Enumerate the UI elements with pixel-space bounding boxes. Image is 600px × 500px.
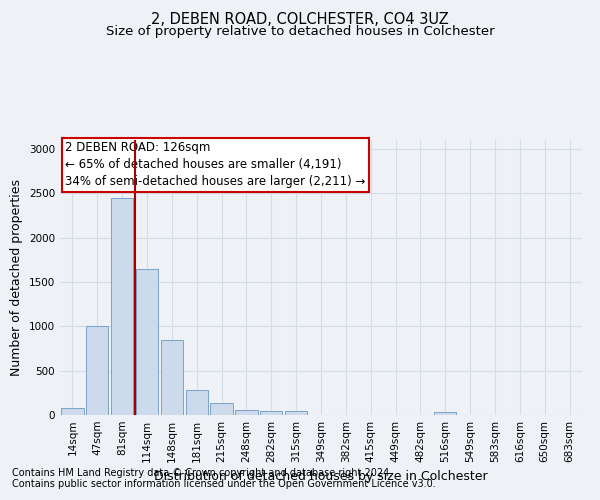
Bar [111,198,133,415]
Text: Contains HM Land Registry data © Crown copyright and database right 2024.: Contains HM Land Registry data © Crown c… [12,468,392,477]
Text: Size of property relative to detached houses in Colchester: Size of property relative to detached ho… [106,25,494,38]
Bar [211,404,233,415]
Bar [161,340,183,415]
Bar [185,390,208,415]
Bar [61,408,83,415]
Text: 2, DEBEN ROAD, COLCHESTER, CO4 3UZ: 2, DEBEN ROAD, COLCHESTER, CO4 3UZ [151,12,449,28]
Bar [260,410,283,415]
Bar [136,268,158,415]
Text: Contains public sector information licensed under the Open Government Licence v3: Contains public sector information licen… [12,479,436,489]
Bar [86,326,109,415]
Y-axis label: Number of detached properties: Number of detached properties [10,179,23,376]
Bar [434,412,457,415]
Bar [285,410,307,415]
Bar [235,410,257,415]
X-axis label: Distribution of detached houses by size in Colchester: Distribution of detached houses by size … [154,470,488,484]
Text: 2 DEBEN ROAD: 126sqm
← 65% of detached houses are smaller (4,191)
34% of semi-de: 2 DEBEN ROAD: 126sqm ← 65% of detached h… [65,142,365,188]
